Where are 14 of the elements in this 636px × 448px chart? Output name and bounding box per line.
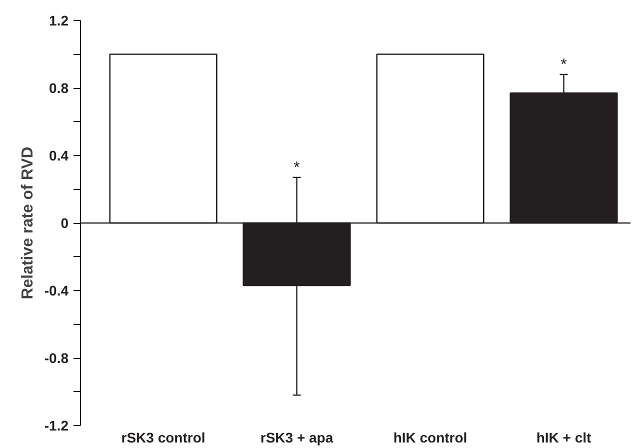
annotation: * [560, 56, 567, 74]
y-tick-label: -0.8 [44, 350, 69, 366]
y-tick-label: 0.8 [49, 80, 69, 96]
y-axis-title: Relative rate of RVD [19, 146, 36, 300]
x-tick-label: hIK + clt [536, 430, 592, 446]
y-tick-label: -0.4 [44, 282, 69, 298]
x-tick-label: rSK3 + apa [260, 430, 334, 446]
x-tick-label: rSK3 control [121, 430, 206, 446]
y-tick-label: 0 [60, 215, 69, 231]
annotation: * [294, 159, 300, 176]
y-tick-label: 0.4 [49, 148, 69, 164]
x-tick-label: hIK control [393, 430, 468, 446]
y-tick-label: -1.2 [44, 418, 69, 434]
y-tick-label: 1.2 [49, 12, 69, 28]
